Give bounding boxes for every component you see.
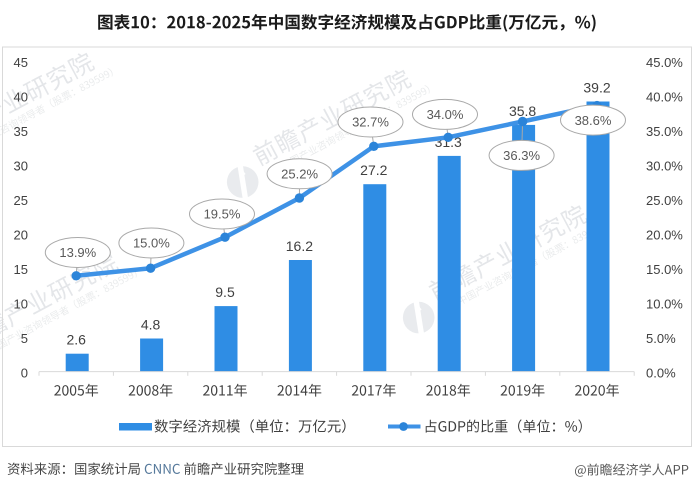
svg-text:38.6%: 38.6% xyxy=(575,113,612,128)
svg-text:5: 5 xyxy=(21,331,28,346)
svg-text:15.0%: 15.0% xyxy=(133,236,170,251)
svg-text:15: 15 xyxy=(14,262,28,277)
svg-text:19.5%: 19.5% xyxy=(204,207,241,222)
svg-text:10: 10 xyxy=(14,296,28,311)
svg-text:27.2: 27.2 xyxy=(360,162,387,178)
svg-text:36.3%: 36.3% xyxy=(503,148,540,163)
svg-text:45.0%: 45.0% xyxy=(646,55,683,70)
svg-text:30.0%: 30.0% xyxy=(646,158,683,173)
svg-text:10.0%: 10.0% xyxy=(646,296,683,311)
svg-text:25: 25 xyxy=(14,193,28,208)
svg-text:32.7%: 32.7% xyxy=(352,115,389,130)
svg-text:2.6: 2.6 xyxy=(66,332,86,348)
svg-text:9.5: 9.5 xyxy=(215,284,235,300)
svg-text:5.0%: 5.0% xyxy=(646,331,676,346)
svg-text:35: 35 xyxy=(14,124,28,139)
svg-text:45: 45 xyxy=(14,55,28,70)
svg-text:25.0%: 25.0% xyxy=(646,193,683,208)
svg-text:20.0%: 20.0% xyxy=(646,227,683,242)
svg-text:16.2: 16.2 xyxy=(286,238,313,254)
svg-text:4.8: 4.8 xyxy=(141,317,161,333)
svg-text:40: 40 xyxy=(14,89,28,104)
svg-text:13.9%: 13.9% xyxy=(59,245,96,260)
svg-text:20: 20 xyxy=(14,227,28,242)
svg-text:30: 30 xyxy=(14,158,28,173)
svg-text:25.2%: 25.2% xyxy=(281,167,318,182)
svg-text:39.2: 39.2 xyxy=(583,80,610,96)
svg-text:40.0%: 40.0% xyxy=(646,89,683,104)
svg-text:15.0%: 15.0% xyxy=(646,262,683,277)
svg-text:34.0%: 34.0% xyxy=(427,107,464,122)
svg-text:0.0%: 0.0% xyxy=(646,365,676,380)
svg-text:35.8: 35.8 xyxy=(509,103,536,119)
svg-text:35.0%: 35.0% xyxy=(646,124,683,139)
svg-text:0: 0 xyxy=(21,365,28,380)
